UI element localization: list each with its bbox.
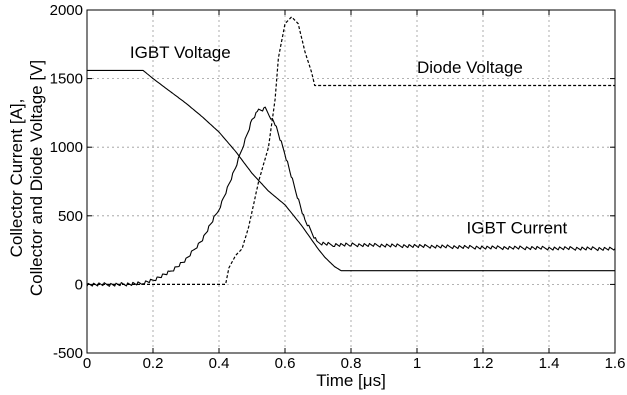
x-tick-label: 0.2 bbox=[143, 355, 164, 372]
diode-voltage-line bbox=[87, 16, 615, 285]
x-tick-labels: 0 0.2 0.4 0.6 0.8 1 1.2 1.4 1.6 bbox=[83, 355, 626, 372]
y-tick-label: 0 bbox=[75, 276, 83, 293]
y-tick-label: 1000 bbox=[50, 139, 83, 156]
y-axis-label-line-2: Collector and Diode Voltage [V] bbox=[27, 60, 46, 296]
annotation-label: IGBT Voltage bbox=[130, 43, 231, 62]
x-tick-label: 1.4 bbox=[539, 355, 560, 372]
x-tick-label: 0.6 bbox=[275, 355, 296, 372]
y-axis-label-line-1: Collector Current [A], bbox=[7, 99, 26, 258]
y-tick-label: 500 bbox=[58, 208, 83, 225]
grid bbox=[87, 10, 615, 353]
y-tick-label: 1500 bbox=[50, 71, 83, 88]
igbt-voltage-line bbox=[87, 69, 615, 272]
x-tick-label: 1.6 bbox=[605, 355, 626, 372]
x-tick-label: 0 bbox=[83, 355, 91, 372]
annotation-label: IGBT Current bbox=[467, 219, 568, 238]
igbt-current-line bbox=[86, 106, 616, 287]
annotations: IGBT Voltage Diode Voltage IGBT Current bbox=[130, 43, 568, 238]
x-tick-label: 0.4 bbox=[209, 355, 230, 372]
axis-ticks bbox=[86, 9, 616, 354]
x-tick-label: 0.8 bbox=[341, 355, 362, 372]
annotation-label: Diode Voltage bbox=[417, 58, 523, 77]
y-tick-label: -500 bbox=[53, 345, 83, 362]
y-tick-labels: -500 0 500 1000 1500 2000 bbox=[50, 2, 83, 362]
series-group bbox=[86, 16, 616, 287]
x-tick-label: 1 bbox=[413, 355, 421, 372]
x-axis-label: Time [μs] bbox=[316, 371, 386, 390]
x-tick-label: 1.2 bbox=[473, 355, 494, 372]
y-tick-label: 2000 bbox=[50, 2, 83, 19]
